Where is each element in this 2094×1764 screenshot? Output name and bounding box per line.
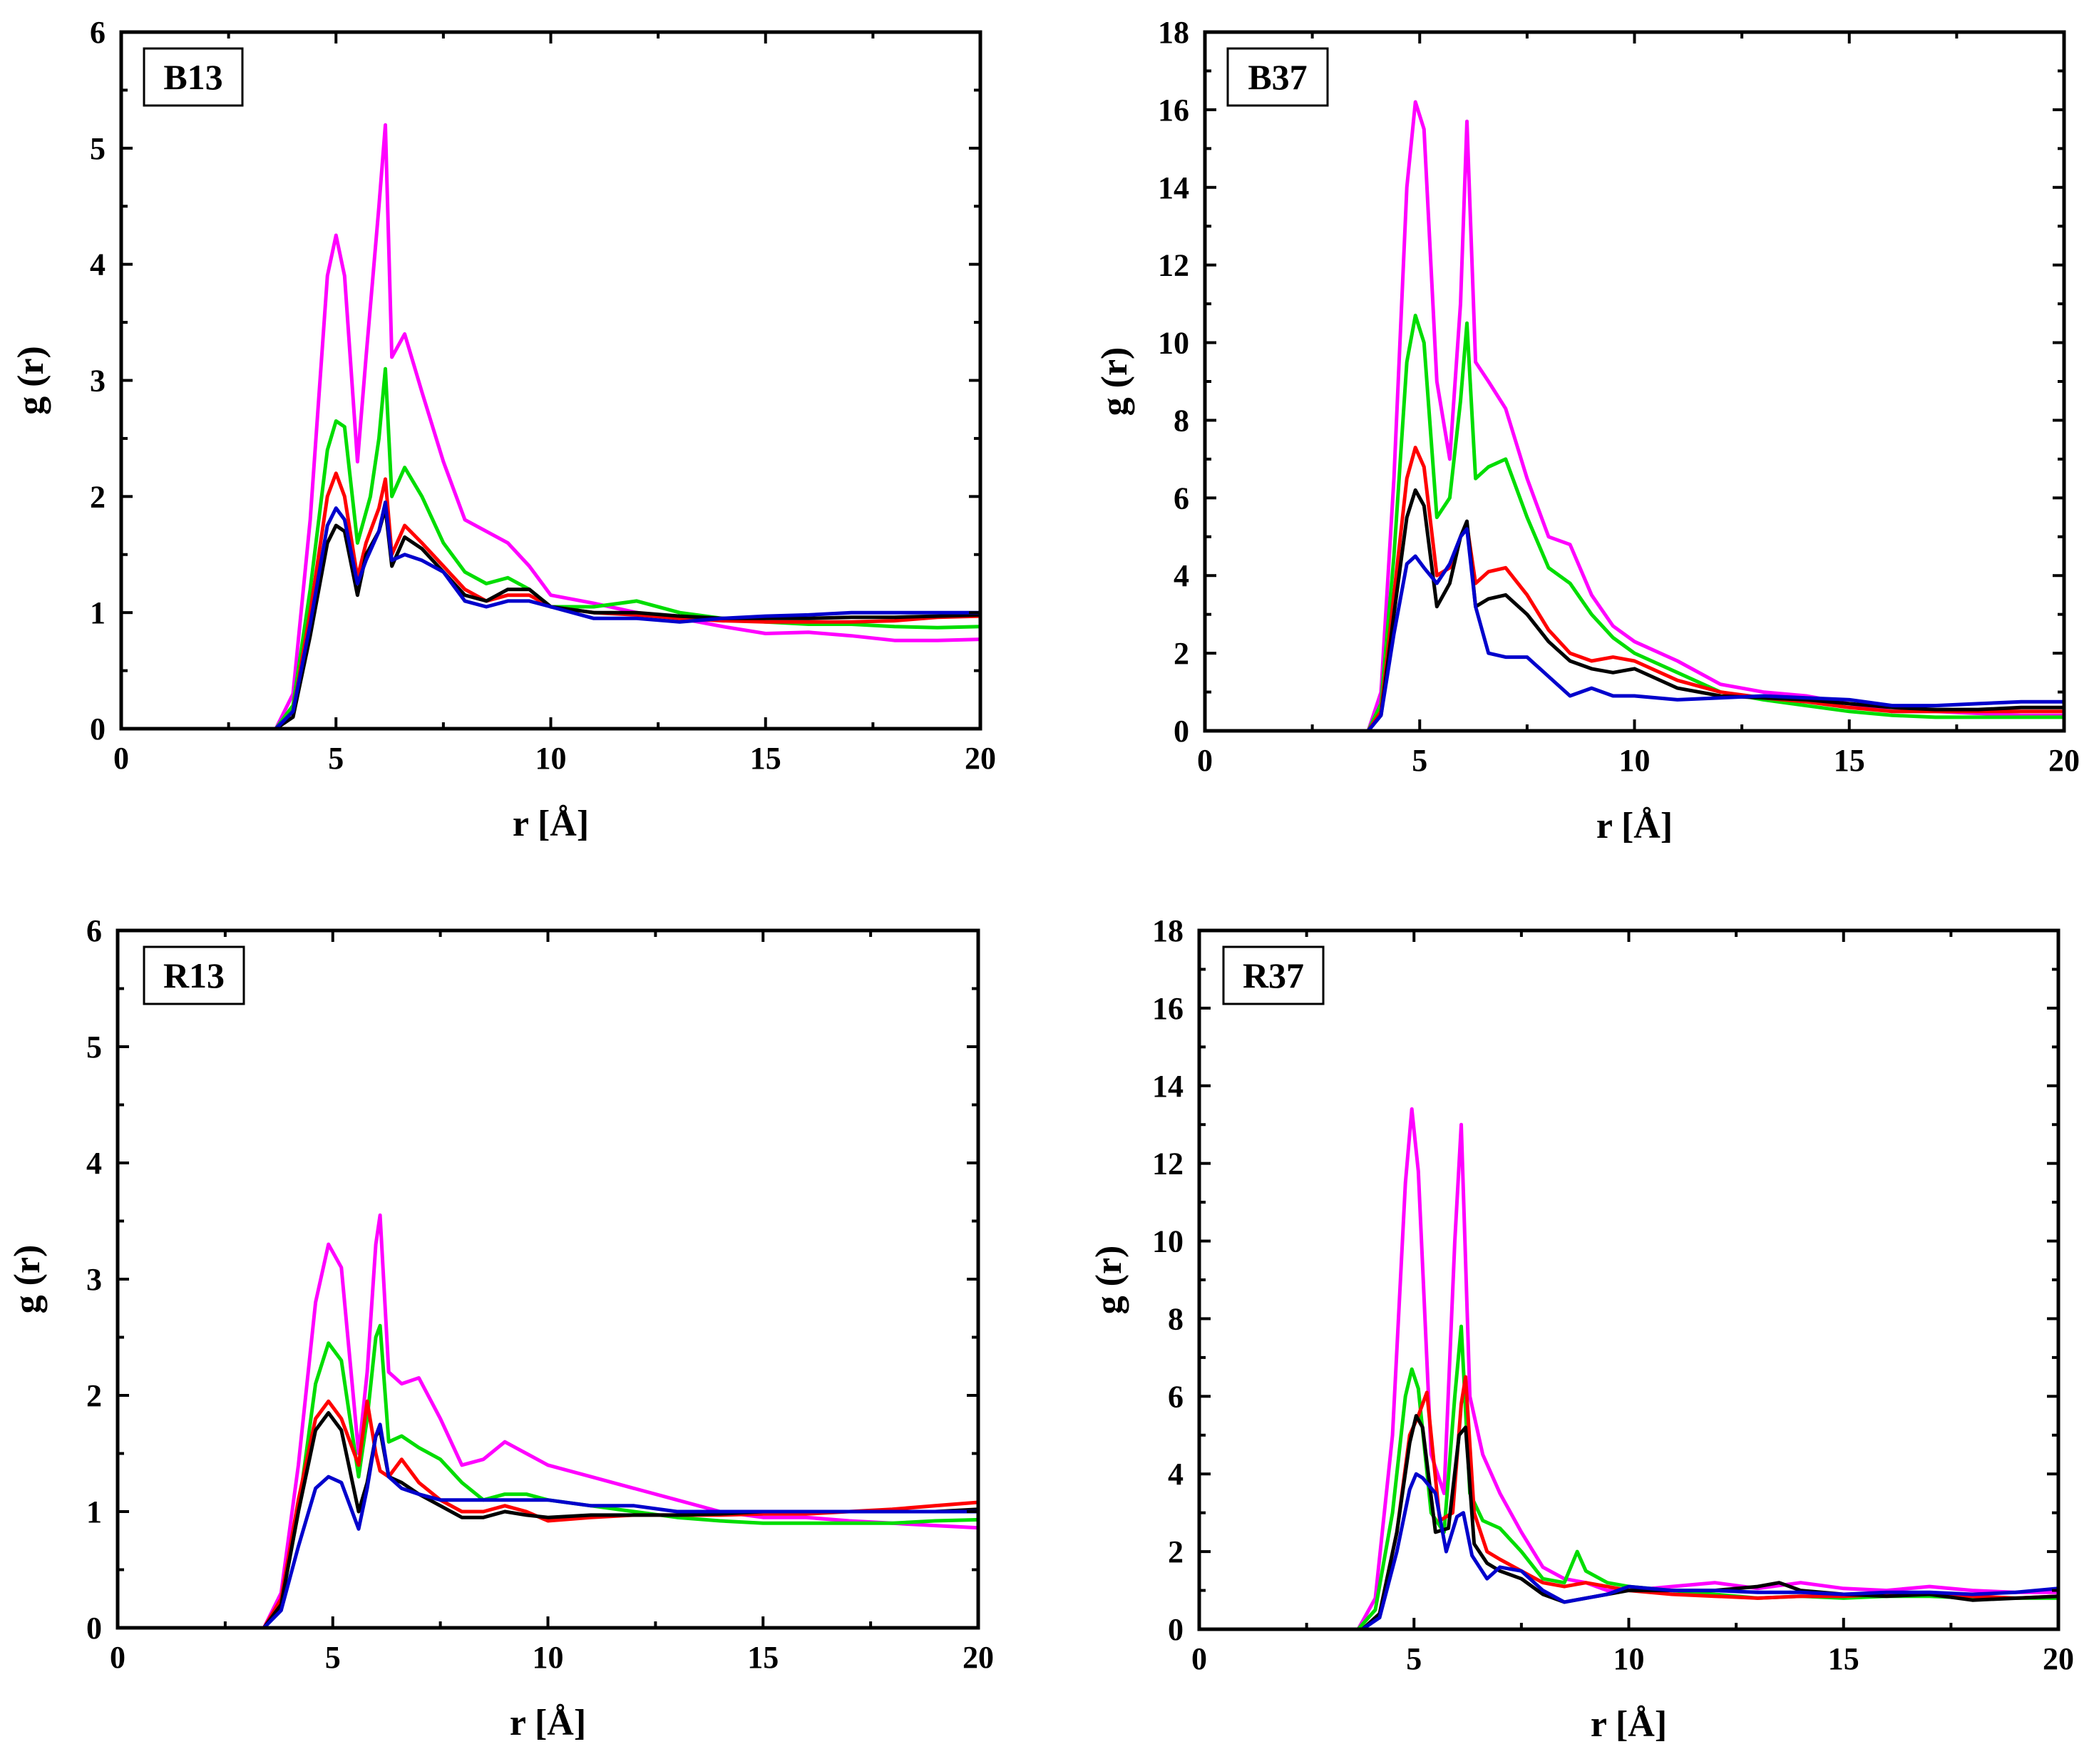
x-tick-label: 15: [1828, 1641, 1859, 1676]
x-tick-label: 10: [1613, 1641, 1645, 1676]
panel-tag-label: B13: [163, 57, 222, 97]
x-tick-label: 5: [325, 1640, 341, 1675]
series-line-red: [121, 471, 980, 729]
y-tick-label: 10: [1158, 326, 1189, 361]
x-tick-label: 0: [110, 1640, 125, 1675]
y-tick-label: 6: [90, 15, 106, 50]
series-line-black: [1205, 488, 2064, 731]
panel-tag-box: [1222, 945, 1325, 1005]
y-tick-label: 5: [90, 131, 106, 166]
y-tick-label: 2: [86, 1378, 102, 1413]
y-tick-label: 4: [1174, 558, 1189, 593]
x-axis-title: r [Å]: [510, 1703, 586, 1743]
series-line-magenta: [1199, 1107, 2058, 1629]
y-tick-label: 10: [1152, 1224, 1184, 1259]
x-tick-label: 15: [747, 1640, 779, 1675]
x-tick-label: 0: [1191, 1641, 1207, 1676]
series-line-blue: [121, 501, 980, 729]
y-tick-label: 18: [1152, 913, 1184, 948]
x-axis-title: r [Å]: [1596, 806, 1673, 846]
y-axis-title: g (r): [1089, 1246, 1129, 1315]
series-line-blue: [1199, 1472, 2058, 1629]
x-tick-label: 20: [2048, 743, 2080, 778]
y-tick-label: 0: [86, 1611, 102, 1646]
y-axis-title: g (r): [1094, 347, 1135, 416]
y-tick-label: 6: [1174, 481, 1189, 516]
x-axis-title: r [Å]: [1591, 1704, 1667, 1745]
y-tick-label: 14: [1158, 170, 1189, 205]
x-tick-label: 5: [1406, 1641, 1422, 1676]
y-tick-label: 4: [1168, 1457, 1184, 1492]
y-tick-label: 2: [1174, 636, 1189, 671]
series-line-magenta: [118, 1213, 978, 1628]
series-group: [1199, 1107, 2058, 1629]
y-tick-label: 3: [86, 1262, 102, 1297]
series-line-red: [1205, 446, 2064, 731]
series-line-red: [118, 1399, 978, 1628]
y-tick-label: 16: [1158, 93, 1189, 128]
y-axis-title: g (r): [11, 346, 51, 415]
panel-r13: 0 5 10 15 20 0 1 2 3 4 5 6 r [Å] g (r) R13: [7, 913, 994, 1743]
y-tick-label: 16: [1152, 991, 1184, 1026]
x-tick-label: 5: [1412, 743, 1427, 778]
y-tick-label: 6: [86, 913, 102, 948]
x-tick-label: 0: [113, 741, 129, 776]
y-tick-label: 12: [1158, 248, 1189, 283]
series-line-blue: [118, 1422, 978, 1628]
y-tick-label: 0: [1174, 714, 1189, 749]
x-tick-label: 15: [750, 741, 781, 776]
y-tick-label: 3: [90, 364, 106, 399]
y-tick-label: 6: [1168, 1379, 1184, 1414]
x-tick-label: 20: [965, 741, 996, 776]
y-tick-label: 0: [90, 712, 106, 747]
series-line-green: [1205, 313, 2064, 731]
y-tick-label: 1: [90, 595, 106, 630]
series-group: [118, 1213, 978, 1628]
y-axis-title: g (r): [7, 1245, 48, 1314]
panel-tag-box: [143, 47, 244, 107]
y-tick-label: 8: [1168, 1301, 1184, 1336]
panel-tag-label: R13: [163, 955, 225, 995]
x-axis-title: r [Å]: [513, 804, 589, 844]
series-line-green: [118, 1323, 978, 1628]
y-tick-label: 0: [1168, 1612, 1184, 1647]
series-group: [121, 123, 980, 729]
y-tick-label: 2: [1168, 1534, 1184, 1569]
y-tick-label: 1: [86, 1494, 102, 1529]
x-tick-label: 10: [1619, 743, 1651, 778]
x-tick-label: 20: [2043, 1641, 2074, 1676]
x-tick-label: 20: [963, 1640, 994, 1675]
y-tick-label: 5: [86, 1030, 102, 1065]
y-tick-label: 2: [90, 479, 106, 514]
panel-tag-box: [1226, 47, 1329, 107]
x-tick-label: 5: [328, 741, 344, 776]
panel-tag-label: B37: [1248, 57, 1307, 97]
y-tick-label: 14: [1152, 1069, 1184, 1104]
x-tick-label: 10: [535, 741, 567, 776]
x-tick-label: 0: [1197, 743, 1213, 778]
y-tick-label: 8: [1174, 403, 1189, 438]
x-tick-label: 15: [1834, 743, 1865, 778]
series-group: [1205, 100, 2064, 731]
panel-tag-label: R37: [1243, 955, 1304, 995]
y-tick-label: 18: [1158, 15, 1189, 50]
x-tick-label: 10: [533, 1640, 564, 1675]
panel-b13: 0 5 10 15 20 0 1 2 3 4 5 6 r [Å] g (r) B13: [11, 15, 996, 844]
panel-b37: 0 5 10 15 20 0 2 4 6 8 10 12 14 16 18 r [Å] g (r) B37: [1094, 15, 2080, 846]
series-line-magenta: [121, 123, 980, 729]
panel-tag-box: [143, 945, 245, 1005]
y-tick-label: 4: [90, 247, 106, 282]
y-tick-label: 4: [86, 1146, 102, 1181]
series-line-blue: [1205, 527, 2064, 731]
panel-r37: 0 5 10 15 20 0 2 4 6 8 10 12 14 16 18 r [Å] g (r) R37: [1089, 913, 2074, 1745]
y-tick-label: 12: [1152, 1147, 1184, 1181]
